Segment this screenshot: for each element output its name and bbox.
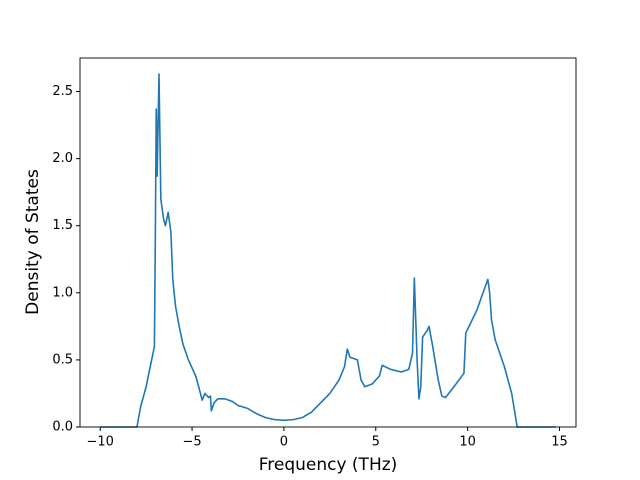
x-tick-label: 10 [459,435,476,450]
x-tick-label: −10 [86,435,113,450]
y-tick-label: 2.0 [52,151,73,166]
x-tick-label: 5 [372,435,380,450]
y-tick-label: 2.5 [52,84,73,99]
y-tick-label: 1.5 [52,218,73,233]
x-tick-label: 15 [551,435,568,450]
plot-frame [79,57,577,428]
x-tick-label: −5 [182,435,201,450]
x-axis-label: Frequency (THz) [259,455,398,475]
data-line [100,73,556,428]
y-tick-label: 0.5 [52,352,73,367]
y-tick-label: 1.0 [52,285,73,300]
x-tick-label: 0 [280,435,288,450]
y-axis-label: Density of States [23,169,43,315]
y-tick-label: 0.0 [52,420,73,435]
